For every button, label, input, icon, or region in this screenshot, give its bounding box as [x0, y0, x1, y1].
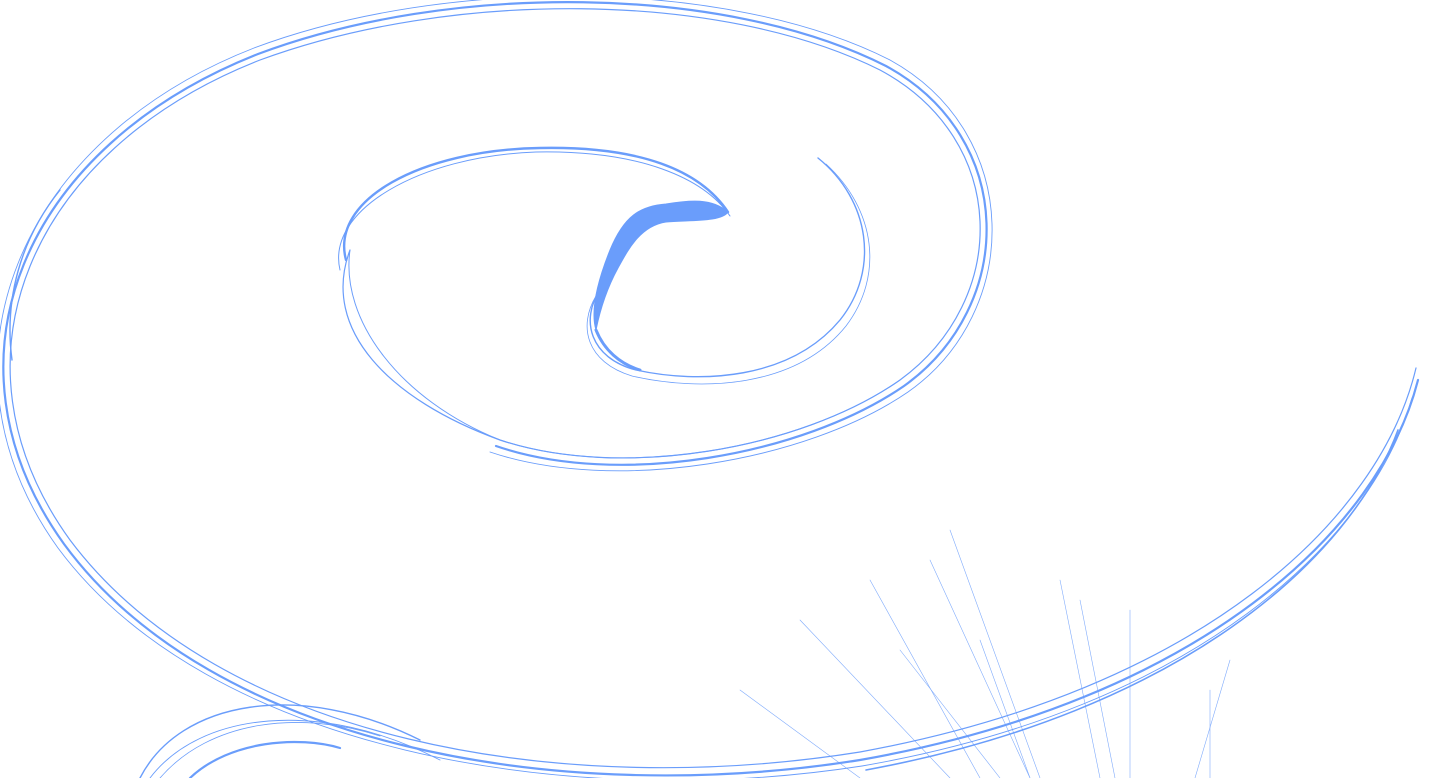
bottom-right-ray-fan	[739, 529, 1231, 778]
bottom-left-arcs	[139, 704, 441, 778]
center-hook-tail	[594, 328, 642, 372]
inner-strand-1	[348, 249, 901, 459]
inner-swirl-strands	[338, 146, 901, 459]
inner-strand-4	[589, 157, 866, 378]
outer-strand-5	[9, 189, 61, 361]
arc-3	[188, 740, 342, 778]
ray-6	[1059, 579, 1101, 778]
arc-4	[159, 722, 381, 778]
ray-3	[869, 579, 981, 778]
inner-strand-5	[586, 163, 871, 385]
center-hook-ribbon	[593, 200, 729, 331]
outer-strand-4	[865, 429, 1399, 771]
ray-1	[949, 529, 1041, 778]
ray-4	[799, 619, 951, 778]
ray-11	[979, 639, 1031, 778]
ray-9	[1194, 659, 1231, 778]
ray-5	[739, 689, 861, 778]
ray-12	[899, 649, 1001, 778]
arc-2	[149, 719, 441, 778]
ray-7	[1079, 599, 1116, 778]
inner-strand-2	[343, 146, 730, 262]
outer-strand-1	[9, 8, 1417, 769]
inner-strand-3	[338, 151, 731, 271]
ray-2	[929, 559, 1031, 778]
arc-1	[139, 704, 421, 778]
